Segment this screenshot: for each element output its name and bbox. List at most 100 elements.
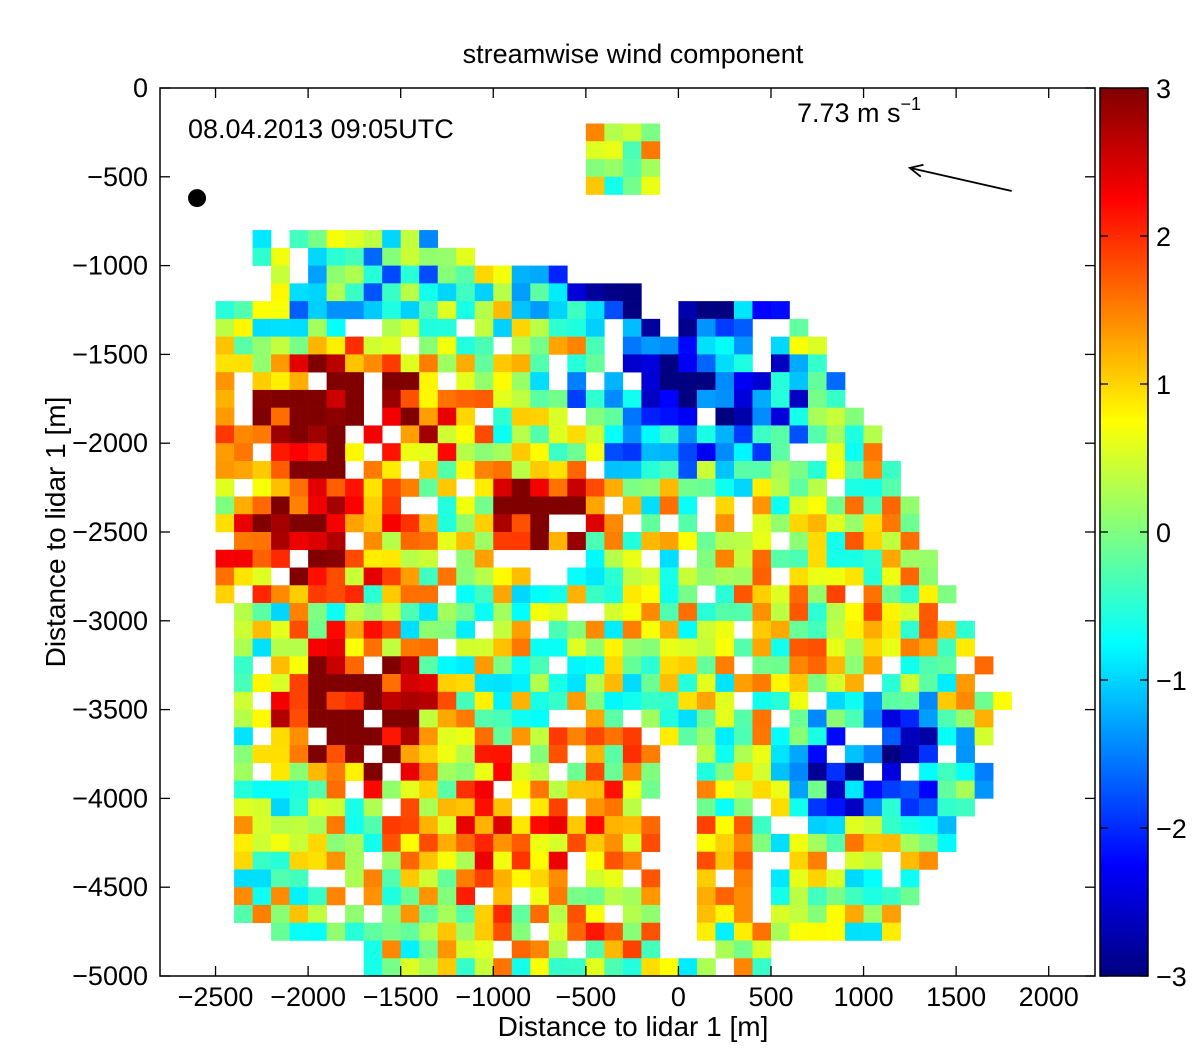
heatmap-cell: [641, 567, 661, 586]
heatmap-cell: [419, 745, 439, 764]
heatmap-cell: [474, 389, 494, 408]
heatmap-cell: [548, 833, 568, 852]
heatmap-cell: [419, 265, 439, 284]
heatmap-cell: [345, 603, 364, 622]
x-tick-label: −1000: [455, 982, 531, 1012]
heatmap-cell: [974, 727, 994, 746]
heatmap-cell: [437, 532, 457, 551]
x-tick-label: −2000: [270, 982, 346, 1012]
heatmap-cell: [604, 443, 624, 462]
heatmap-cell: [511, 833, 531, 852]
heatmap-cell: [826, 816, 846, 835]
heatmap-cell: [567, 656, 587, 675]
heatmap-cell: [345, 389, 364, 408]
heatmap-cell: [289, 567, 309, 586]
heatmap-cell: [345, 230, 364, 249]
heatmap-cell: [789, 318, 809, 337]
heatmap-cell: [808, 745, 827, 764]
heatmap-cell: [622, 798, 642, 817]
heatmap-cell: [271, 691, 290, 710]
heatmap-cell: [252, 833, 272, 852]
heatmap-cell: [530, 674, 550, 693]
heatmap-cell: [659, 727, 679, 746]
heatmap-cell: [474, 265, 494, 284]
heatmap-cell: [437, 745, 457, 764]
heatmap-cell: [604, 514, 624, 533]
heatmap-cell: [363, 230, 383, 249]
heatmap-cell: [511, 407, 531, 426]
heatmap-cell: [567, 496, 587, 515]
heatmap-cell: [548, 940, 568, 959]
heatmap-cell: [474, 460, 494, 480]
heatmap-cell: [585, 532, 605, 551]
heatmap-cell: [419, 674, 439, 693]
heatmap-cell: [363, 514, 383, 533]
heatmap-cell: [863, 709, 883, 728]
heatmap-cell: [826, 567, 846, 586]
heatmap-cell: [456, 745, 476, 764]
heatmap-cell: [419, 389, 439, 408]
heatmap-cell: [289, 478, 309, 497]
heatmap-cell: [345, 745, 364, 764]
heatmap-cell: [622, 318, 642, 337]
heatmap-cell: [789, 887, 809, 906]
heatmap-cell: [622, 389, 642, 408]
heatmap-cell: [326, 745, 346, 764]
heatmap-cell: [919, 638, 938, 657]
colorbar-tick-label: 0: [1156, 518, 1171, 548]
heatmap-cell: [641, 389, 661, 408]
heatmap-cell: [659, 674, 679, 693]
heatmap-cell: [900, 709, 920, 728]
heatmap-cell: [493, 603, 513, 622]
heatmap-cell: [808, 869, 827, 888]
heatmap-cell: [382, 958, 401, 976]
heatmap-cell: [882, 514, 901, 533]
heatmap-cell: [696, 869, 716, 888]
heatmap-cell: [789, 514, 809, 533]
heatmap-cell: [456, 336, 476, 355]
heatmap-cell: [696, 904, 716, 924]
heatmap-cell: [400, 904, 420, 924]
heatmap-cell: [882, 922, 901, 941]
heatmap-cell: [419, 798, 439, 817]
heatmap-cell: [678, 389, 698, 408]
heatmap-cell: [493, 762, 513, 781]
heatmap-cell: [715, 407, 735, 426]
heatmap-cell: [419, 922, 439, 941]
heatmap-cell: [289, 887, 309, 906]
heatmap-cell: [437, 656, 457, 675]
heatmap-cell: [474, 354, 494, 373]
heatmap-cell: [345, 674, 364, 693]
heatmap-cell: [548, 727, 568, 746]
heatmap-cell: [808, 620, 827, 639]
heatmap-cell: [808, 496, 827, 515]
heatmap-cell: [437, 389, 457, 408]
heatmap-cell: [622, 638, 642, 657]
heatmap-cell: [493, 567, 513, 586]
heatmap-cell: [789, 674, 809, 693]
heatmap-cell: [363, 887, 383, 906]
heatmap-cell: [733, 318, 753, 337]
heatmap-cell: [456, 372, 476, 391]
heatmap-cell: [604, 301, 624, 320]
heatmap-cell: [326, 567, 346, 586]
heatmap-cell: [493, 620, 513, 639]
heatmap-cell: [308, 762, 327, 781]
heatmap-cell: [882, 478, 901, 497]
heatmap-cell: [826, 532, 846, 551]
heatmap-cell: [678, 709, 698, 728]
heatmap-cell: [234, 620, 253, 639]
heatmap-cell: [400, 638, 420, 657]
heatmap-cell: [308, 443, 327, 462]
heatmap-cell: [826, 922, 846, 941]
heatmap-cell: [419, 283, 439, 302]
heatmap-cell: [252, 620, 272, 639]
heatmap-cell: [511, 532, 531, 551]
heatmap-cell: [456, 603, 476, 622]
heatmap-cell: [308, 904, 327, 924]
heatmap-cell: [770, 887, 790, 906]
heatmap-cell: [456, 887, 476, 906]
y-axis-ticks: 0 −500 −1000 −1500 −2000 −2500 −3000 −3500 −4000…: [72, 73, 1095, 991]
heatmap-cell: [678, 372, 698, 391]
heatmap-cell: [863, 549, 883, 568]
